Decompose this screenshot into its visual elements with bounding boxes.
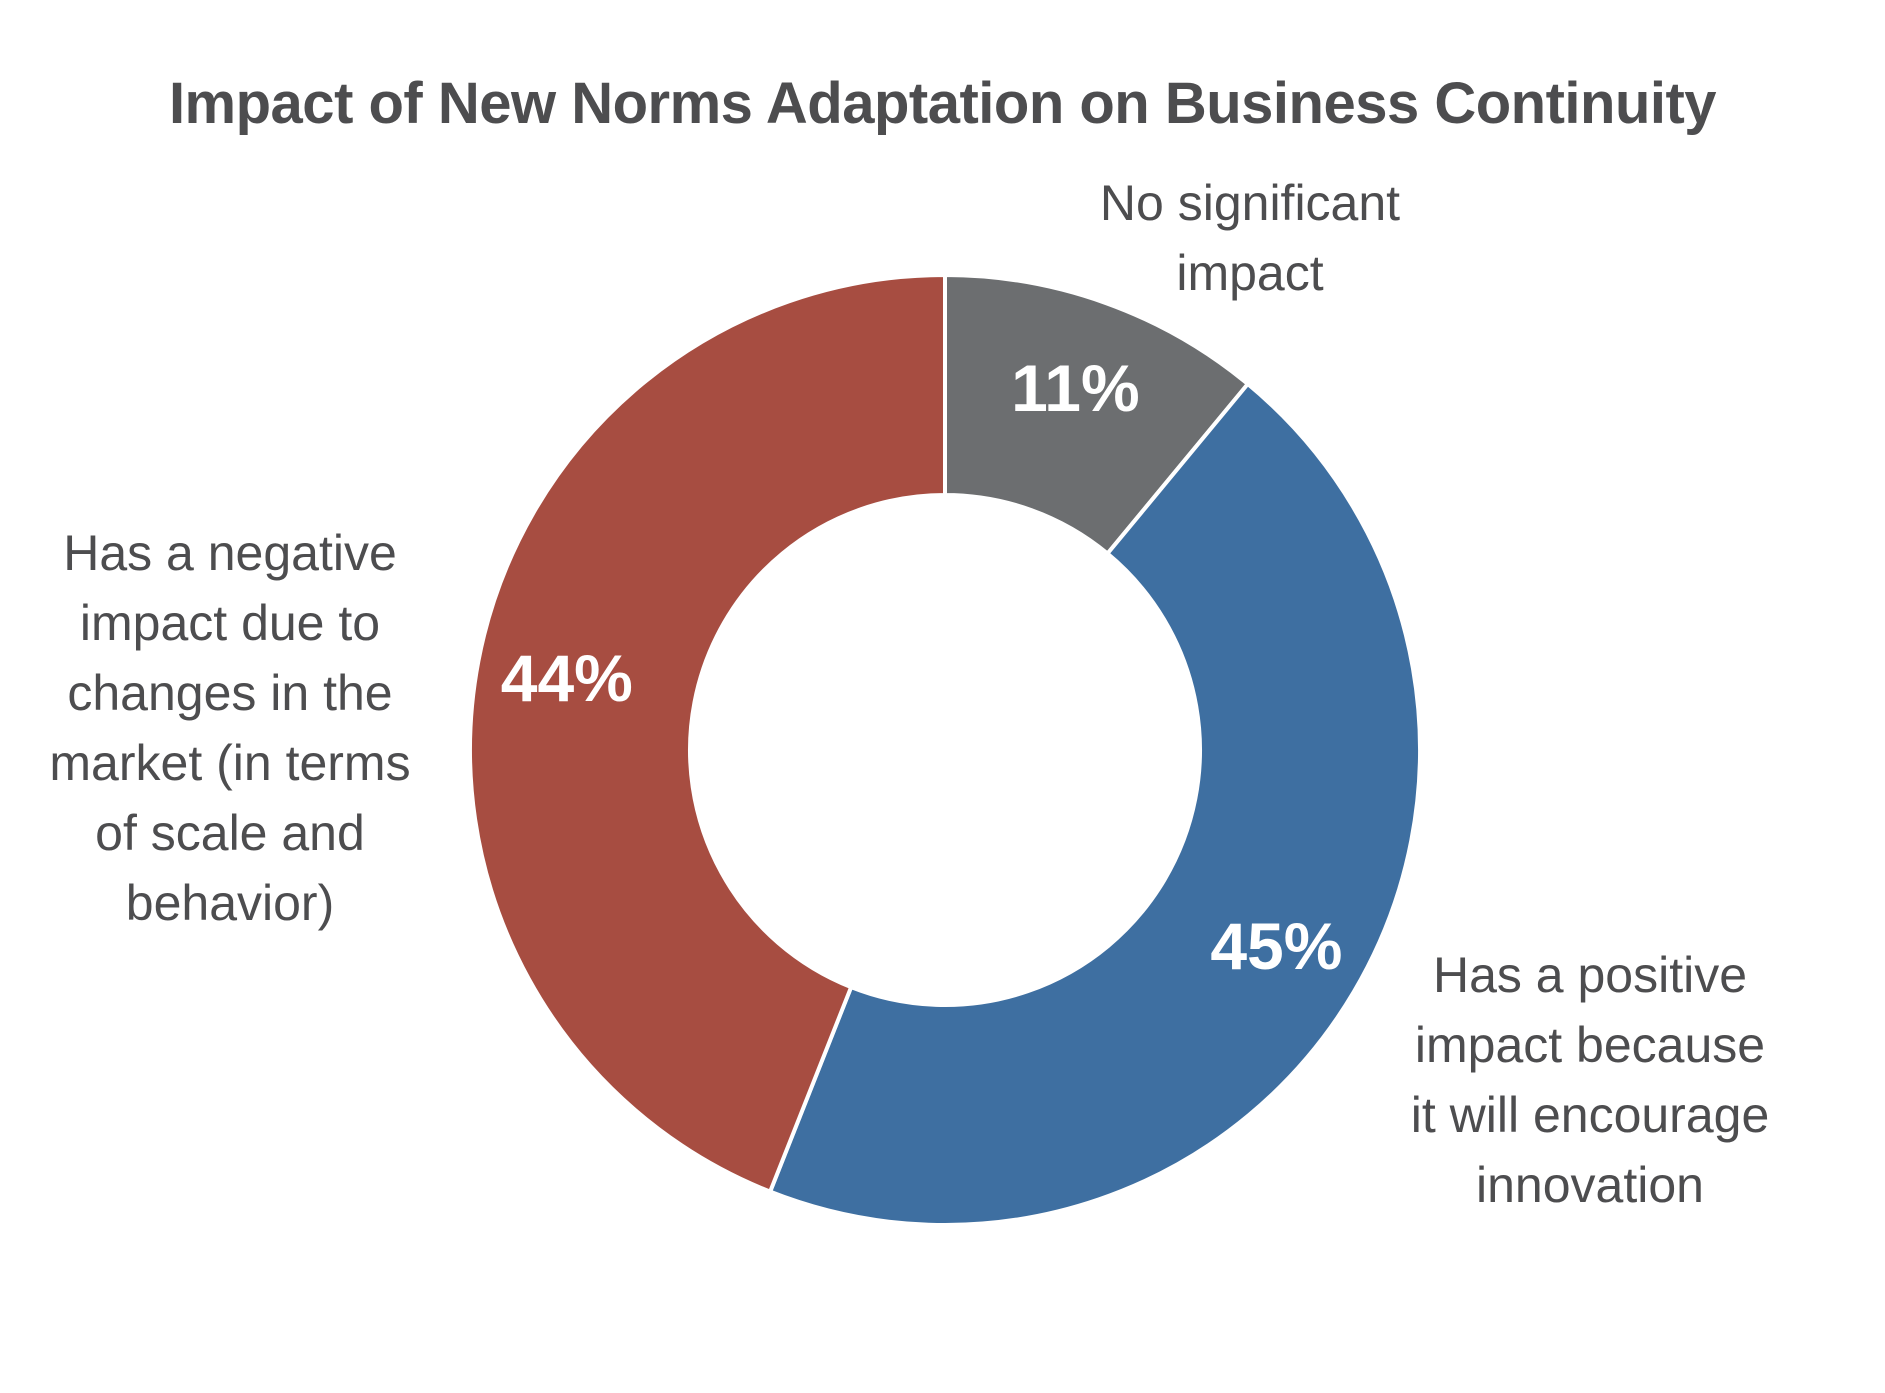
slice-positive-impact [767,381,1422,1227]
category-label-negative-impact: Has a negative impact due to changes in … [49,525,411,931]
percentage-labels: 11% 45% 44% [501,351,1343,983]
pct-label-positive-impact: 45% [1210,909,1342,983]
category-label-positive-impact: Has a positive impact because it will en… [1410,947,1770,1213]
slice-negative-impact [468,272,947,1195]
category-label-no-significant-impact: No significant impact [1099,175,1401,301]
pct-label-negative-impact: 44% [501,641,633,715]
pct-label-no-significant-impact: 11% [1011,351,1139,425]
donut-slices [468,272,1422,1227]
chart-title: Impact of New Norms Adaptation on Busine… [168,71,1717,136]
slice-no-significant-impact [943,272,1251,557]
